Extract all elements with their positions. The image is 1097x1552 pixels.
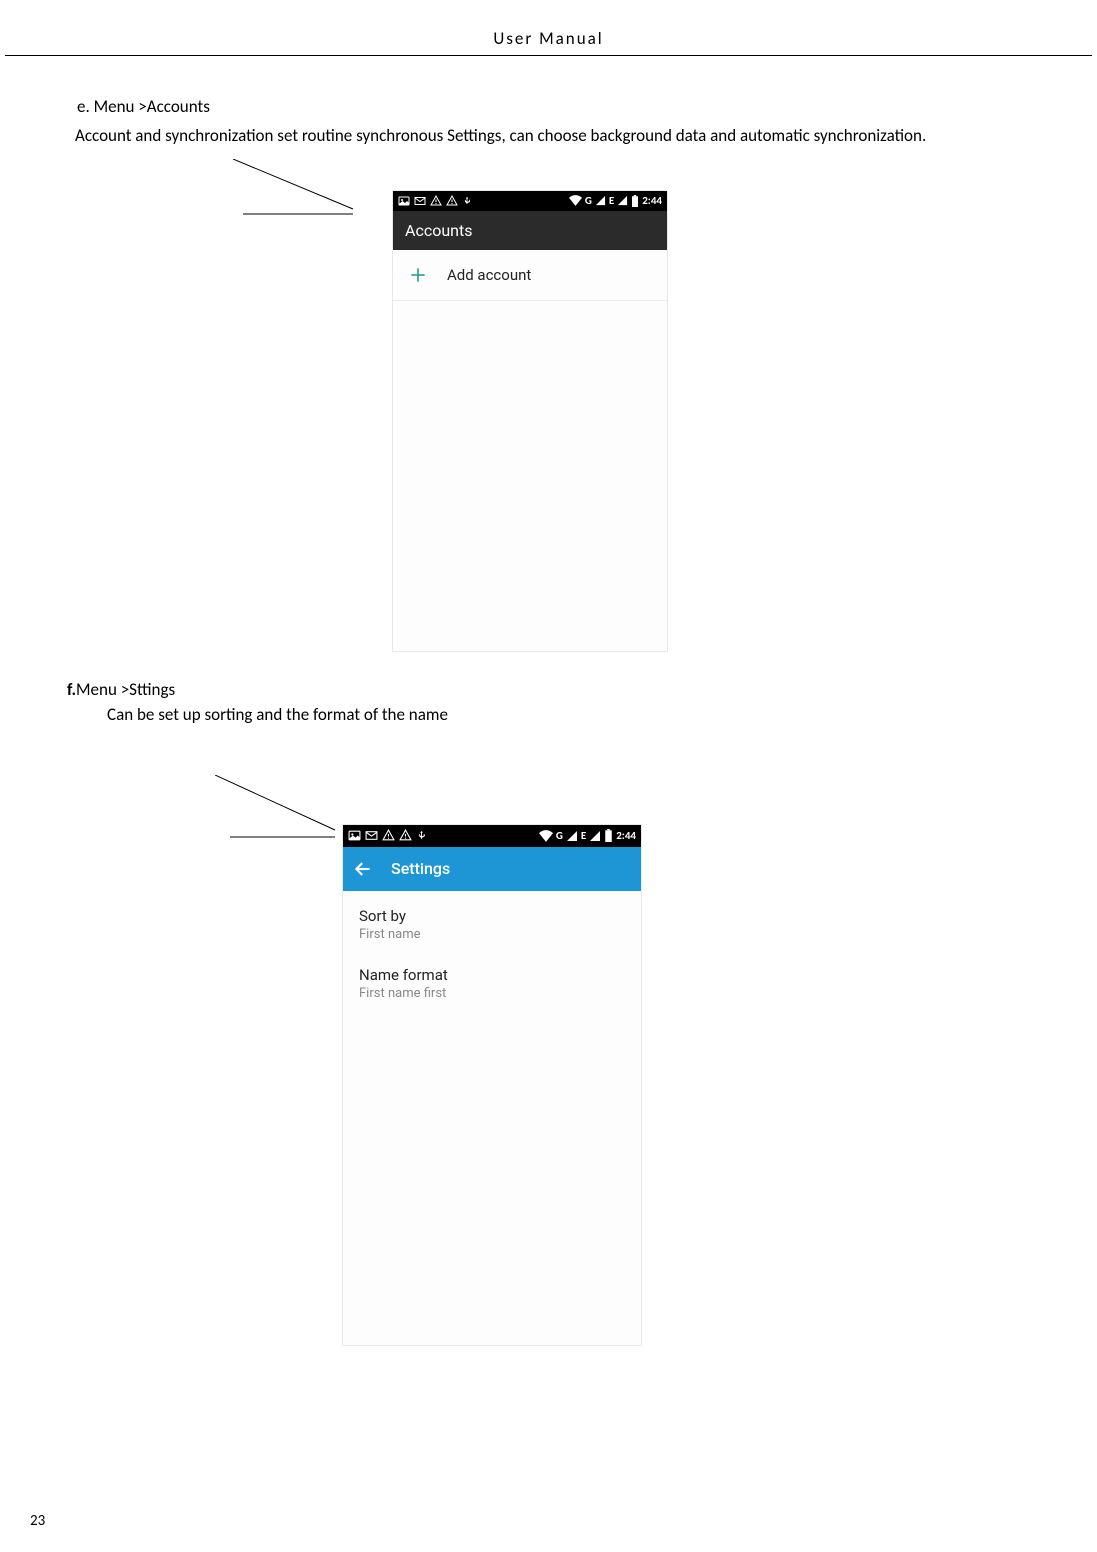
sort-by-sub: First name [359,927,625,942]
add-account-row[interactable]: Add account [393,250,667,301]
section-e-body: Account and synchronization set routine … [75,123,1092,149]
status-bar-1: G E 2:44 [393,191,667,211]
mail-icon [365,829,378,842]
plus-icon [407,264,429,286]
battery-icon [631,195,639,207]
g-label: G [585,194,592,207]
warn-icon [382,829,395,842]
section-f-body: Can be set up sorting and the format of … [107,704,1092,725]
phone-settings: G E 2:44 Settings Sort by First name Nam… [343,825,641,1345]
accounts-title-bar: Accounts [393,211,667,250]
name-format-row[interactable]: Name format First name first [343,952,641,1011]
name-format-sub: First name first [359,986,625,1001]
phone-accounts: G E 2:44 Accounts Add account [393,191,667,651]
mail-icon [414,195,426,207]
signal-icon-2 [589,830,601,842]
settings-title-bar: Settings [343,847,641,891]
sort-by-row[interactable]: Sort by First name [343,891,641,952]
status-right-1: G E 2:44 [569,194,662,207]
section-f-prefix: f. [67,679,76,700]
wifi-icon [539,830,553,842]
battery-icon [604,829,613,842]
image-icon [348,829,361,842]
image-icon [398,195,410,207]
page-header: User Manual [5,28,1092,56]
figure-1-wrap: G E 2:44 Accounts Add account [5,159,1092,669]
g-label: G [556,829,563,842]
status-left-1 [398,195,472,207]
settings-title: Settings [391,859,450,878]
warn-icon [430,195,442,207]
callout-line-1 [233,159,393,219]
e-label: E [581,829,586,842]
time-label-1: 2:44 [642,194,662,207]
section-f-text: Menu >Sttings [76,679,175,700]
warn-icon-2 [399,829,412,842]
signal-icon-1 [595,195,606,206]
status-right-2: G E 2:44 [539,829,636,842]
e-label: E [609,194,614,207]
usb-icon [462,195,472,207]
warn-icon-2 [446,195,458,207]
page: User Manual e. Menu >Accounts Account an… [0,0,1097,1552]
name-format-title: Name format [359,966,625,984]
status-bar-2: G E 2:44 [343,825,641,847]
usb-icon [416,829,427,842]
sort-by-title: Sort by [359,907,625,925]
signal-icon-2 [617,195,628,206]
time-label-2: 2:44 [616,829,636,842]
figure-2-wrap: G E 2:44 Settings Sort by First name Nam… [5,745,1092,1385]
page-number: 23 [30,1512,45,1530]
section-f-label: f.Menu >Sttings [67,679,1092,700]
status-left-2 [348,829,427,842]
wifi-icon [569,195,582,206]
signal-icon-1 [566,830,578,842]
section-e-label: e. Menu >Accounts [77,96,1092,117]
back-arrow-icon[interactable] [353,859,373,879]
add-account-label: Add account [447,266,531,284]
